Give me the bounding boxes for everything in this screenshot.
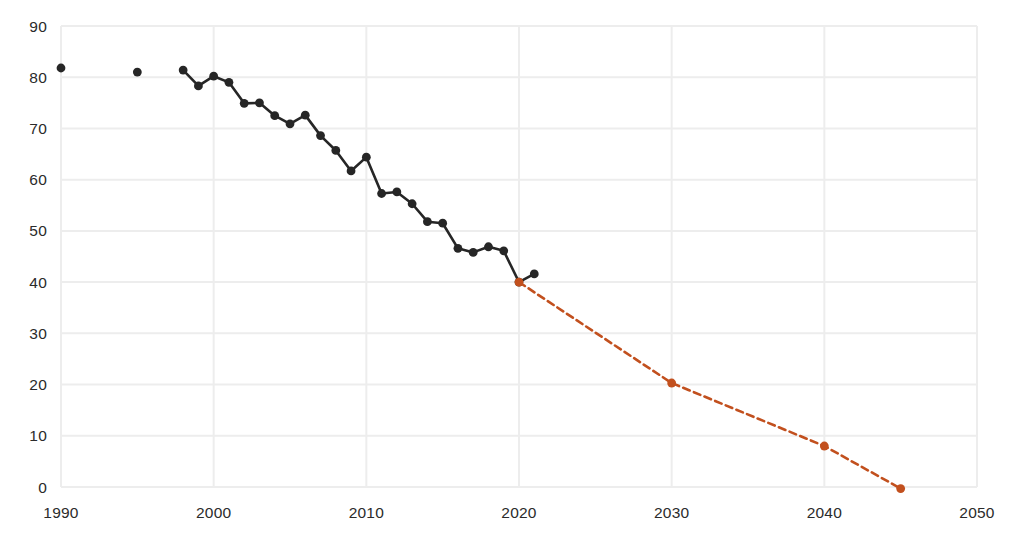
y-tick-label: 30: [29, 325, 47, 342]
observed-point: [423, 217, 432, 226]
observed-point: [454, 244, 463, 253]
x-tick-label: 2040: [807, 504, 842, 521]
y-tick-label: 20: [29, 376, 47, 393]
y-tick-label: 70: [29, 120, 47, 137]
observed-point: [469, 248, 478, 257]
observed-point: [179, 66, 188, 75]
series-observed: [179, 66, 539, 287]
observed-point: [331, 146, 340, 155]
observed-point: [499, 246, 508, 255]
projection-point: [820, 442, 829, 451]
observed-line: [183, 70, 534, 282]
observed-early-point: [133, 68, 142, 77]
y-axis-labels: 0 10 20 30 40 50 60 70 80 90: [29, 18, 47, 496]
observed-point: [316, 131, 325, 140]
x-tick-label: 2020: [501, 504, 536, 521]
observed-point: [240, 99, 249, 108]
y-tick-label: 40: [29, 274, 47, 291]
series-observed-early: [57, 64, 142, 77]
x-tick-label: 2030: [654, 504, 689, 521]
projection-point: [515, 278, 524, 287]
observed-point: [362, 153, 371, 162]
y-tick-label: 90: [29, 18, 47, 35]
observed-point: [438, 219, 447, 228]
projection-point: [896, 484, 905, 493]
x-tick-label: 2050: [959, 504, 994, 521]
x-axis-labels: 1990 2000 2010 2020 2030 2040 2050: [43, 504, 994, 521]
y-tick-label: 10: [29, 427, 47, 444]
observed-point: [347, 167, 356, 176]
observed-point: [286, 119, 295, 128]
x-tick-label: 1990: [43, 504, 78, 521]
observed-point: [408, 199, 417, 208]
x-tick-label: 2000: [196, 504, 231, 521]
y-tick-label: 60: [29, 171, 47, 188]
x-tick-label: 2010: [349, 504, 384, 521]
y-tick-label: 50: [29, 222, 47, 239]
observed-point: [377, 189, 386, 198]
line-chart: 0102030405060708090199020002010202020302…: [0, 0, 1024, 542]
observed-point: [392, 188, 401, 197]
y-tick-label: 80: [29, 69, 47, 86]
observed-point: [270, 111, 279, 120]
observed-point: [301, 111, 310, 120]
observed-point: [255, 98, 264, 107]
gridlines: [61, 26, 977, 487]
projection-point: [667, 379, 676, 388]
observed-point: [225, 78, 234, 87]
observed-point: [484, 242, 493, 251]
observed-early-point: [57, 64, 66, 73]
observed-point: [209, 72, 218, 81]
chart-container: 0102030405060708090199020002010202020302…: [0, 0, 1024, 542]
y-tick-label: 0: [38, 479, 47, 496]
observed-point: [530, 270, 539, 279]
observed-point: [194, 82, 203, 91]
